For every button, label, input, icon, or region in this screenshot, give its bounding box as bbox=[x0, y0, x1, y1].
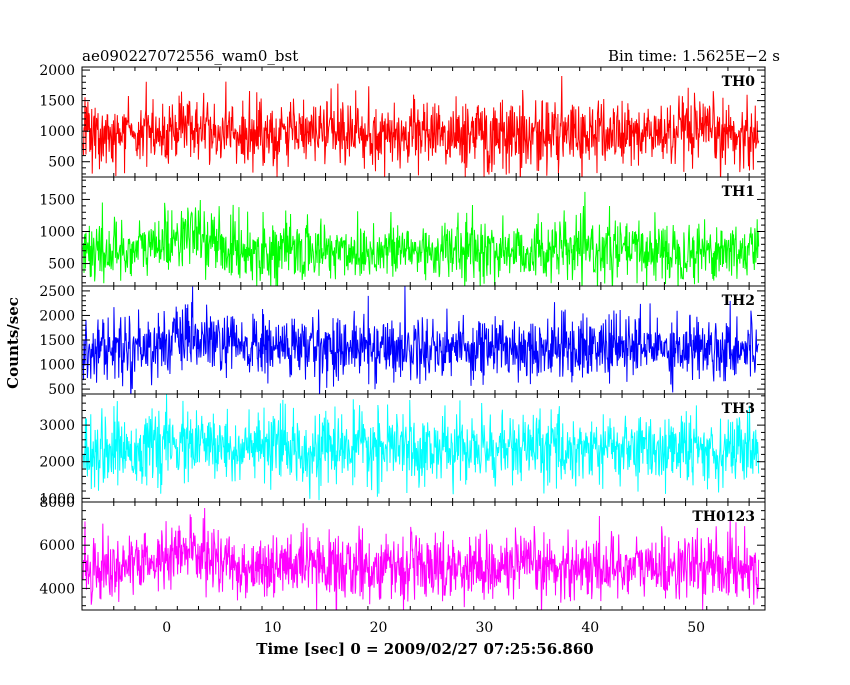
x-axis-label: Time [sec] 0 = 2009/02/27 07:25:56.860 bbox=[256, 640, 593, 658]
y-tick-label: 1000 bbox=[39, 491, 75, 507]
series-th0123-trace bbox=[82, 508, 760, 610]
panel-frame bbox=[81, 501, 766, 611]
y-tick-label: 1000 bbox=[39, 124, 75, 140]
y-tick-label: 8000 bbox=[39, 495, 75, 511]
y-tick-label: 1000 bbox=[39, 358, 75, 374]
x-tick-label: 30 bbox=[475, 620, 493, 636]
y-axis-label: Counts/sec bbox=[4, 297, 22, 389]
series-th3-trace bbox=[82, 394, 760, 501]
x-axis: 0 10 20 30 40 50 bbox=[162, 620, 705, 636]
panel-label-th0: TH0 bbox=[722, 74, 756, 90]
series-th2-trace bbox=[82, 286, 760, 394]
panel-label-th0123: TH0123 bbox=[692, 509, 755, 525]
y-tick-label: 1500 bbox=[39, 94, 75, 110]
y-tick-label: 2000 bbox=[39, 455, 75, 471]
y-tick-label: 500 bbox=[48, 155, 75, 171]
y-tick-label: 1500 bbox=[39, 333, 75, 349]
chart-title-left: ae090227072556_wam0_bst bbox=[82, 47, 298, 65]
x-tick-label: 40 bbox=[581, 620, 599, 636]
x-tick-label: 0 bbox=[162, 620, 171, 636]
panel-th2: 500 1000 1500 2000 2500 TH2 bbox=[39, 284, 766, 398]
y-tick-label: 3000 bbox=[39, 418, 75, 434]
panel-th3: 1000 2000 3000 TH3 bbox=[39, 393, 766, 507]
y-tick-label: 1000 bbox=[39, 225, 75, 241]
y-tick-label: 1500 bbox=[39, 192, 75, 208]
y-tick-label: 500 bbox=[48, 382, 75, 398]
y-tick-label: 4000 bbox=[39, 581, 75, 597]
panel-th1: 500 1000 1500 TH1 bbox=[39, 176, 766, 287]
x-tick-label: 50 bbox=[687, 620, 705, 636]
panels-group: 500100015002000TH050010001500TH150010001… bbox=[39, 63, 766, 636]
y-tick-label: 2000 bbox=[39, 308, 75, 324]
panel-label-th3: TH3 bbox=[722, 401, 755, 417]
y-tick-label: 2500 bbox=[39, 284, 75, 300]
panel-label-th1: TH1 bbox=[722, 184, 755, 200]
x-tick-label: 20 bbox=[370, 620, 388, 636]
y-tick-label: 500 bbox=[48, 257, 75, 273]
y-tick-label: 6000 bbox=[39, 538, 75, 554]
series-th0-trace bbox=[82, 75, 760, 177]
chart-title-right: Bin time: 1.5625E−2 s bbox=[608, 47, 780, 65]
panel-th0: 500 1000 1500 2000 TH0 bbox=[39, 63, 766, 178]
panel-th0123: 4000 6000 8000 TH0123 bbox=[39, 495, 766, 611]
x-tick-label: 10 bbox=[264, 620, 282, 636]
panel-label-th2: TH2 bbox=[722, 293, 755, 309]
series-th1-trace bbox=[82, 191, 760, 286]
y-tick-label: 2000 bbox=[39, 63, 75, 79]
